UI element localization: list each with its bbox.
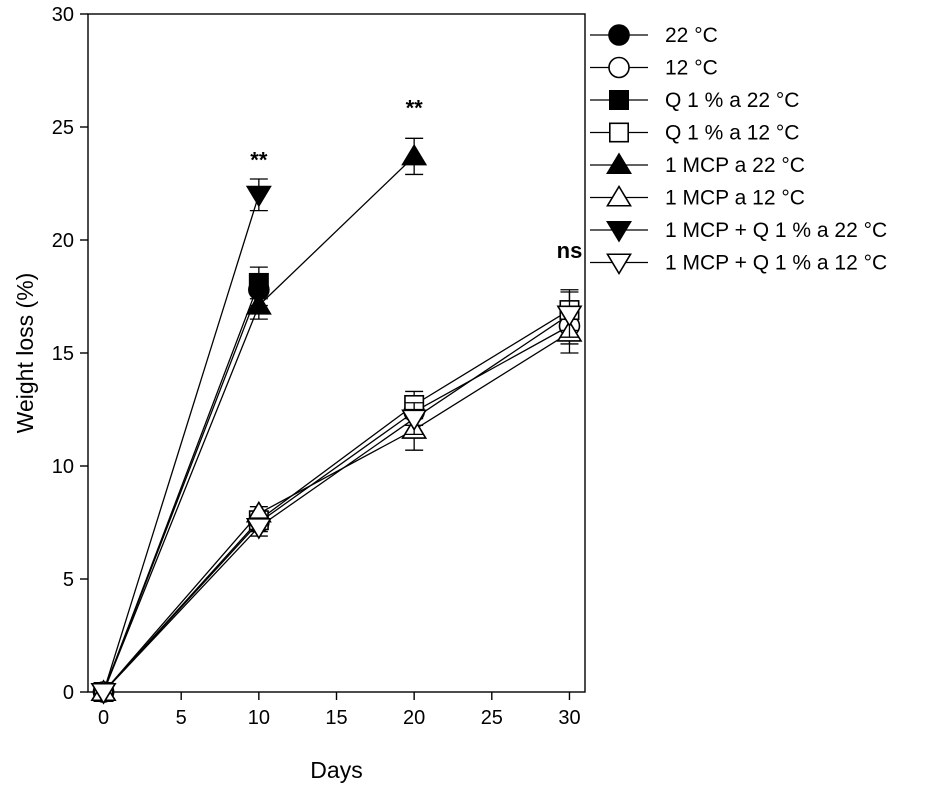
x-tick-label: 15 bbox=[325, 707, 347, 729]
legend-label: 1 MCP + Q 1 % a 22 °C bbox=[665, 219, 887, 242]
series-2-points bbox=[92, 307, 581, 703]
x-tick-label: 20 bbox=[403, 707, 425, 729]
legend-label: Q 1 % a 12 °C bbox=[665, 122, 799, 145]
legend-item: 12 °C bbox=[590, 57, 718, 80]
series-5 bbox=[102, 155, 415, 693]
legend-marker bbox=[606, 184, 632, 207]
legend-marker bbox=[606, 220, 632, 243]
x-tick-label: 10 bbox=[248, 707, 270, 729]
significance-label: ** bbox=[250, 148, 268, 173]
data-point bbox=[245, 185, 272, 208]
legend-marker bbox=[608, 56, 630, 79]
legend-marker bbox=[608, 24, 630, 46]
x-tick-label: 30 bbox=[558, 707, 580, 729]
legend-label: Q 1 % a 22 °C bbox=[665, 89, 799, 112]
legend-label: 1 MCP + Q 1 % a 12 °C bbox=[665, 252, 887, 275]
data-point bbox=[90, 682, 117, 705]
series-4 bbox=[103, 309, 570, 693]
series-line bbox=[103, 314, 570, 693]
data-point bbox=[245, 292, 272, 315]
legend-item: 22 °C bbox=[590, 24, 718, 47]
x-tick-label: 0 bbox=[98, 707, 109, 729]
y-tick-label: 0 bbox=[63, 682, 74, 704]
legend-label: 1 MCP a 12 °C bbox=[665, 187, 805, 210]
x-tick-label: 5 bbox=[176, 707, 187, 729]
plot-frame bbox=[87, 13, 586, 693]
legend-label: 12 °C bbox=[665, 57, 718, 80]
legend-item: 1 MCP a 22 °C bbox=[590, 152, 805, 177]
data-point bbox=[401, 143, 428, 166]
series-line bbox=[103, 309, 570, 693]
series-6 bbox=[103, 332, 570, 693]
series-line bbox=[102, 194, 260, 693]
legend-marker bbox=[608, 122, 629, 143]
series-4-points bbox=[93, 289, 580, 702]
legend: 22 °C 12 °C Q 1 % a 22 °C Q 1 % a 12 °C 1 MC… bbox=[590, 24, 887, 276]
y-tick-label: 20 bbox=[52, 230, 74, 252]
legend-marker bbox=[608, 90, 629, 111]
series-line bbox=[103, 332, 570, 693]
series-line bbox=[102, 282, 260, 693]
legend-marker bbox=[606, 253, 632, 276]
series-5-points bbox=[90, 137, 428, 702]
series-8 bbox=[103, 314, 570, 693]
y-tick-label: 30 bbox=[52, 4, 74, 26]
series-8-points bbox=[90, 291, 583, 705]
legend-item: 1 MCP + Q 1 % a 22 °C bbox=[590, 219, 887, 243]
legend-item: Q 1 % a 22 °C bbox=[590, 89, 799, 112]
series-2 bbox=[103, 325, 570, 693]
y-axis-label: Weight loss (%) bbox=[12, 273, 38, 434]
series-7-points bbox=[90, 178, 272, 705]
legend-marker bbox=[606, 152, 632, 175]
y-tick-label: 25 bbox=[52, 117, 74, 139]
legend-item: 1 MCP a 12 °C bbox=[590, 184, 805, 210]
legend-label: 22 °C bbox=[665, 24, 718, 47]
y-tick-label: 15 bbox=[52, 343, 74, 365]
legend-item: Q 1 % a 12 °C bbox=[590, 122, 799, 145]
legend-item: 1 MCP + Q 1 % a 12 °C bbox=[590, 252, 887, 276]
x-tick-label: 25 bbox=[481, 707, 503, 729]
significance-label: ** bbox=[406, 96, 424, 121]
data-point bbox=[248, 272, 269, 293]
series-6-points bbox=[90, 311, 583, 702]
significance-label: ns bbox=[557, 238, 583, 263]
data-point bbox=[401, 409, 428, 432]
series-7 bbox=[102, 194, 260, 693]
x-axis-label: Days bbox=[310, 757, 362, 783]
data-point bbox=[245, 517, 272, 540]
data-point bbox=[556, 305, 583, 328]
series-line bbox=[102, 155, 415, 693]
series-line bbox=[103, 325, 570, 693]
series-3 bbox=[102, 282, 260, 693]
y-tick-label: 5 bbox=[63, 569, 74, 591]
legend-label: 1 MCP a 22 °C bbox=[665, 154, 805, 177]
y-tick-label: 10 bbox=[52, 456, 74, 478]
